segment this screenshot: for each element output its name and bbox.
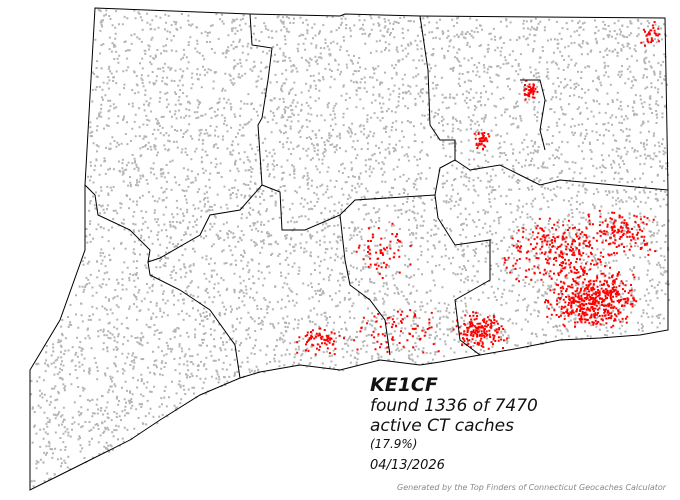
county-border xyxy=(437,217,491,356)
county-border xyxy=(520,79,546,151)
county-border xyxy=(84,184,263,263)
active-caches-label: active CT caches xyxy=(370,416,514,436)
found-summary: found 1336 of 7470 xyxy=(370,396,538,416)
found-percentage: (17.9%) xyxy=(370,437,418,451)
county-border xyxy=(147,261,241,379)
county-border xyxy=(249,13,439,231)
state-outline xyxy=(29,7,669,491)
unfound-cache-dots xyxy=(30,8,671,488)
report-date: 04/13/2026 xyxy=(370,458,445,473)
county-border xyxy=(339,214,391,356)
generator-credit: Generated by the Top Finders of Connecti… xyxy=(397,483,667,492)
user-name: KE1CF xyxy=(370,374,438,396)
county-border xyxy=(419,15,456,196)
county-border xyxy=(454,159,669,191)
